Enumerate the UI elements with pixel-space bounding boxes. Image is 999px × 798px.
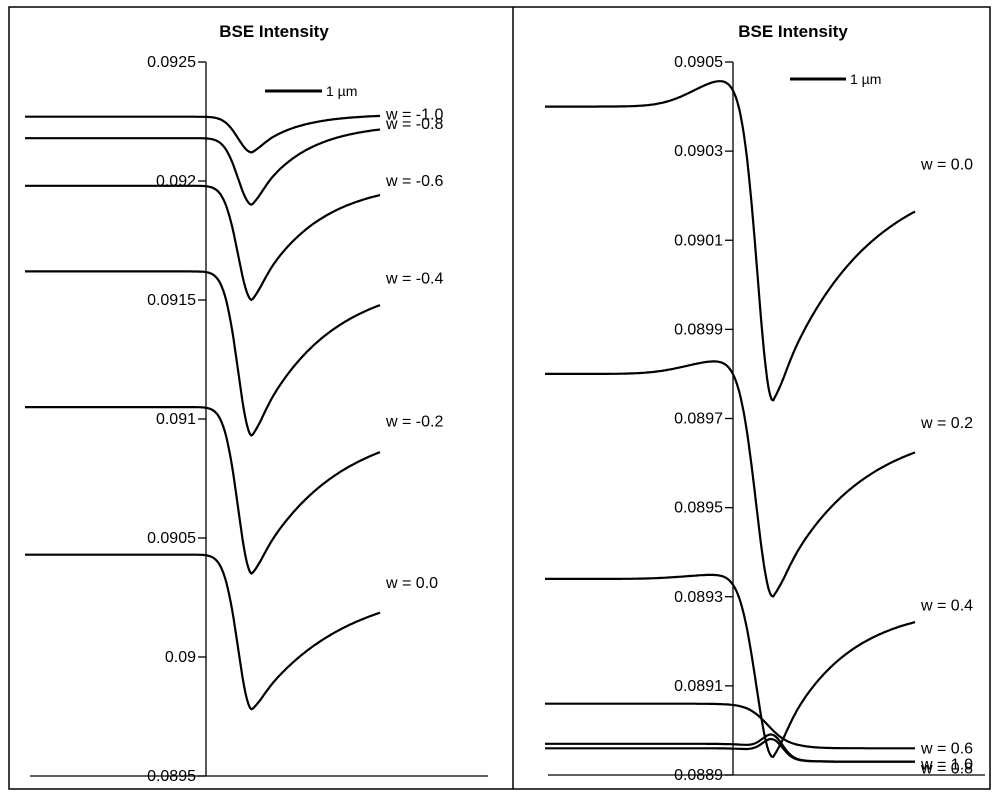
right-curve-label-1: w = 0.2 (920, 415, 973, 432)
right-y-tick-label: 0.0895 (674, 500, 723, 517)
right-y-tick-label: 0.0899 (674, 321, 723, 338)
right-curve-2 (545, 573, 916, 759)
right-scale-bar-label: 1 µm (850, 71, 881, 87)
right-y-tick-label: 0.0893 (674, 589, 723, 606)
left-curve-4 (25, 406, 381, 575)
right-curve-3 (545, 702, 915, 750)
left-curve-0 (25, 114, 381, 154)
left-scale-bar-label: 1 µm (326, 83, 357, 99)
left-curve-1 (25, 128, 381, 206)
left-chart-title: BSE Intensity (219, 22, 329, 41)
right-curve-5 (545, 737, 915, 763)
left-curve-label-3: w = -0.4 (385, 271, 443, 288)
left-curve-label-1: w = -0.8 (385, 116, 443, 133)
left-y-tick-label: 0.0905 (147, 530, 196, 547)
left-scale-bar: 1 µm (265, 83, 357, 99)
figure-frame (8, 6, 991, 790)
left-y-tick-label: 0.091 (156, 411, 196, 428)
right-y-tick-label: 0.0905 (674, 54, 723, 71)
right-y-tick-label: 0.0901 (674, 232, 723, 249)
right-chart-title: BSE Intensity (738, 22, 848, 41)
right-y-tick-label: 0.0903 (674, 143, 723, 160)
left-curve-label-2: w = -0.6 (385, 173, 443, 190)
right-y-ticks: 0.0905 0.0903 0.0901 0.0899 0.0897 0.0895 0.08… (674, 54, 733, 784)
right-curve-0 (545, 80, 916, 402)
left-y-tick-label: 0.0895 (147, 768, 196, 785)
left-curve-3 (25, 270, 381, 437)
left-curve-label-4: w = -0.2 (385, 413, 443, 430)
right-curve-label-4: w = 1.0 (920, 757, 973, 774)
right-scale-bar: 1 µm (790, 71, 881, 87)
right-panel: BSE Intensity 1 µm 0.09050.09030.09010.0… (545, 22, 985, 784)
left-y-tick-label: 0.0925 (147, 54, 196, 71)
left-curve-label-0: w = -1.0 (385, 106, 443, 123)
right-y-tick-label: 0.0897 (674, 411, 723, 428)
right-curve-label-5: w = 0.8 (920, 761, 973, 778)
left-y-ticks: 0.0925 0.092 0.0915 0.091 0.0905 0.09 0.0895 (147, 54, 206, 785)
left-y-tick-label: 0.092 (156, 173, 196, 190)
left-curve-label-5: w = 0.0 (385, 575, 438, 592)
left-curve-2 (25, 184, 381, 301)
left-y-tick-label: 0.09 (165, 649, 196, 666)
right-y-tick-label: 0.0891 (674, 678, 723, 695)
right-curve-label-3: w = 0.6 (920, 740, 973, 757)
right-curve-label-0: w = 0.0 (920, 156, 973, 173)
left-curve-5 (25, 553, 381, 711)
right-y-tick-label: 0.0889 (674, 767, 723, 784)
left-y-tick-label: 0.0915 (147, 292, 196, 309)
right-curve-1 (545, 360, 916, 598)
left-panel: BSE Intensity 1 µm 0.09250.0920.09150.09… (25, 22, 488, 785)
right-curves: w = 0.0 w = 0.2 w = 0.4 w = 0.6w = 1.0w = 0… (545, 80, 973, 778)
right-curve-label-2: w = 0.4 (920, 598, 973, 615)
left-curves: w = -1.0w = -0.8 w = -0.6 w = -0.4 w = -0.2… (25, 106, 443, 711)
